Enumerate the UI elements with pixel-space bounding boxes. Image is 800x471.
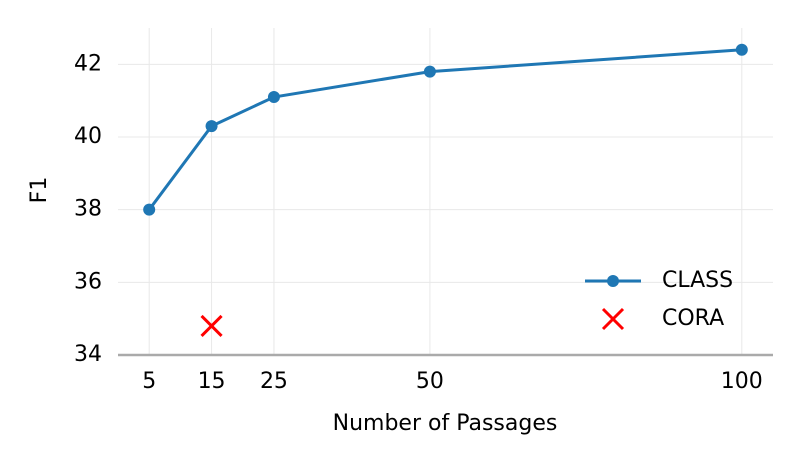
marker <box>267 91 280 104</box>
y-tick-label: 38 <box>74 197 102 222</box>
y-tick-label: 40 <box>74 124 102 149</box>
marker <box>200 314 223 337</box>
y-tick-label: 34 <box>74 342 102 367</box>
x-tick-label: 25 <box>260 369 288 394</box>
legend-marker <box>607 275 619 287</box>
x-tick-label: 100 <box>721 369 763 394</box>
x-tick-label: 15 <box>198 369 226 394</box>
line <box>147 48 742 211</box>
y-tick-label: 36 <box>74 269 102 294</box>
marker <box>735 43 748 56</box>
x-tick-label: 50 <box>416 369 444 394</box>
y-axis-label: F1 <box>27 177 52 204</box>
legend-label: CLASS <box>662 268 733 293</box>
legend-marker <box>601 307 625 331</box>
marker <box>143 203 156 216</box>
marker <box>205 120 218 133</box>
y-tick-label: 42 <box>74 51 102 76</box>
x-axis-label: Number of Passages <box>333 411 558 436</box>
marker <box>423 65 436 78</box>
legend-label: CORA <box>662 306 724 331</box>
x-tick-label: 5 <box>142 369 156 394</box>
